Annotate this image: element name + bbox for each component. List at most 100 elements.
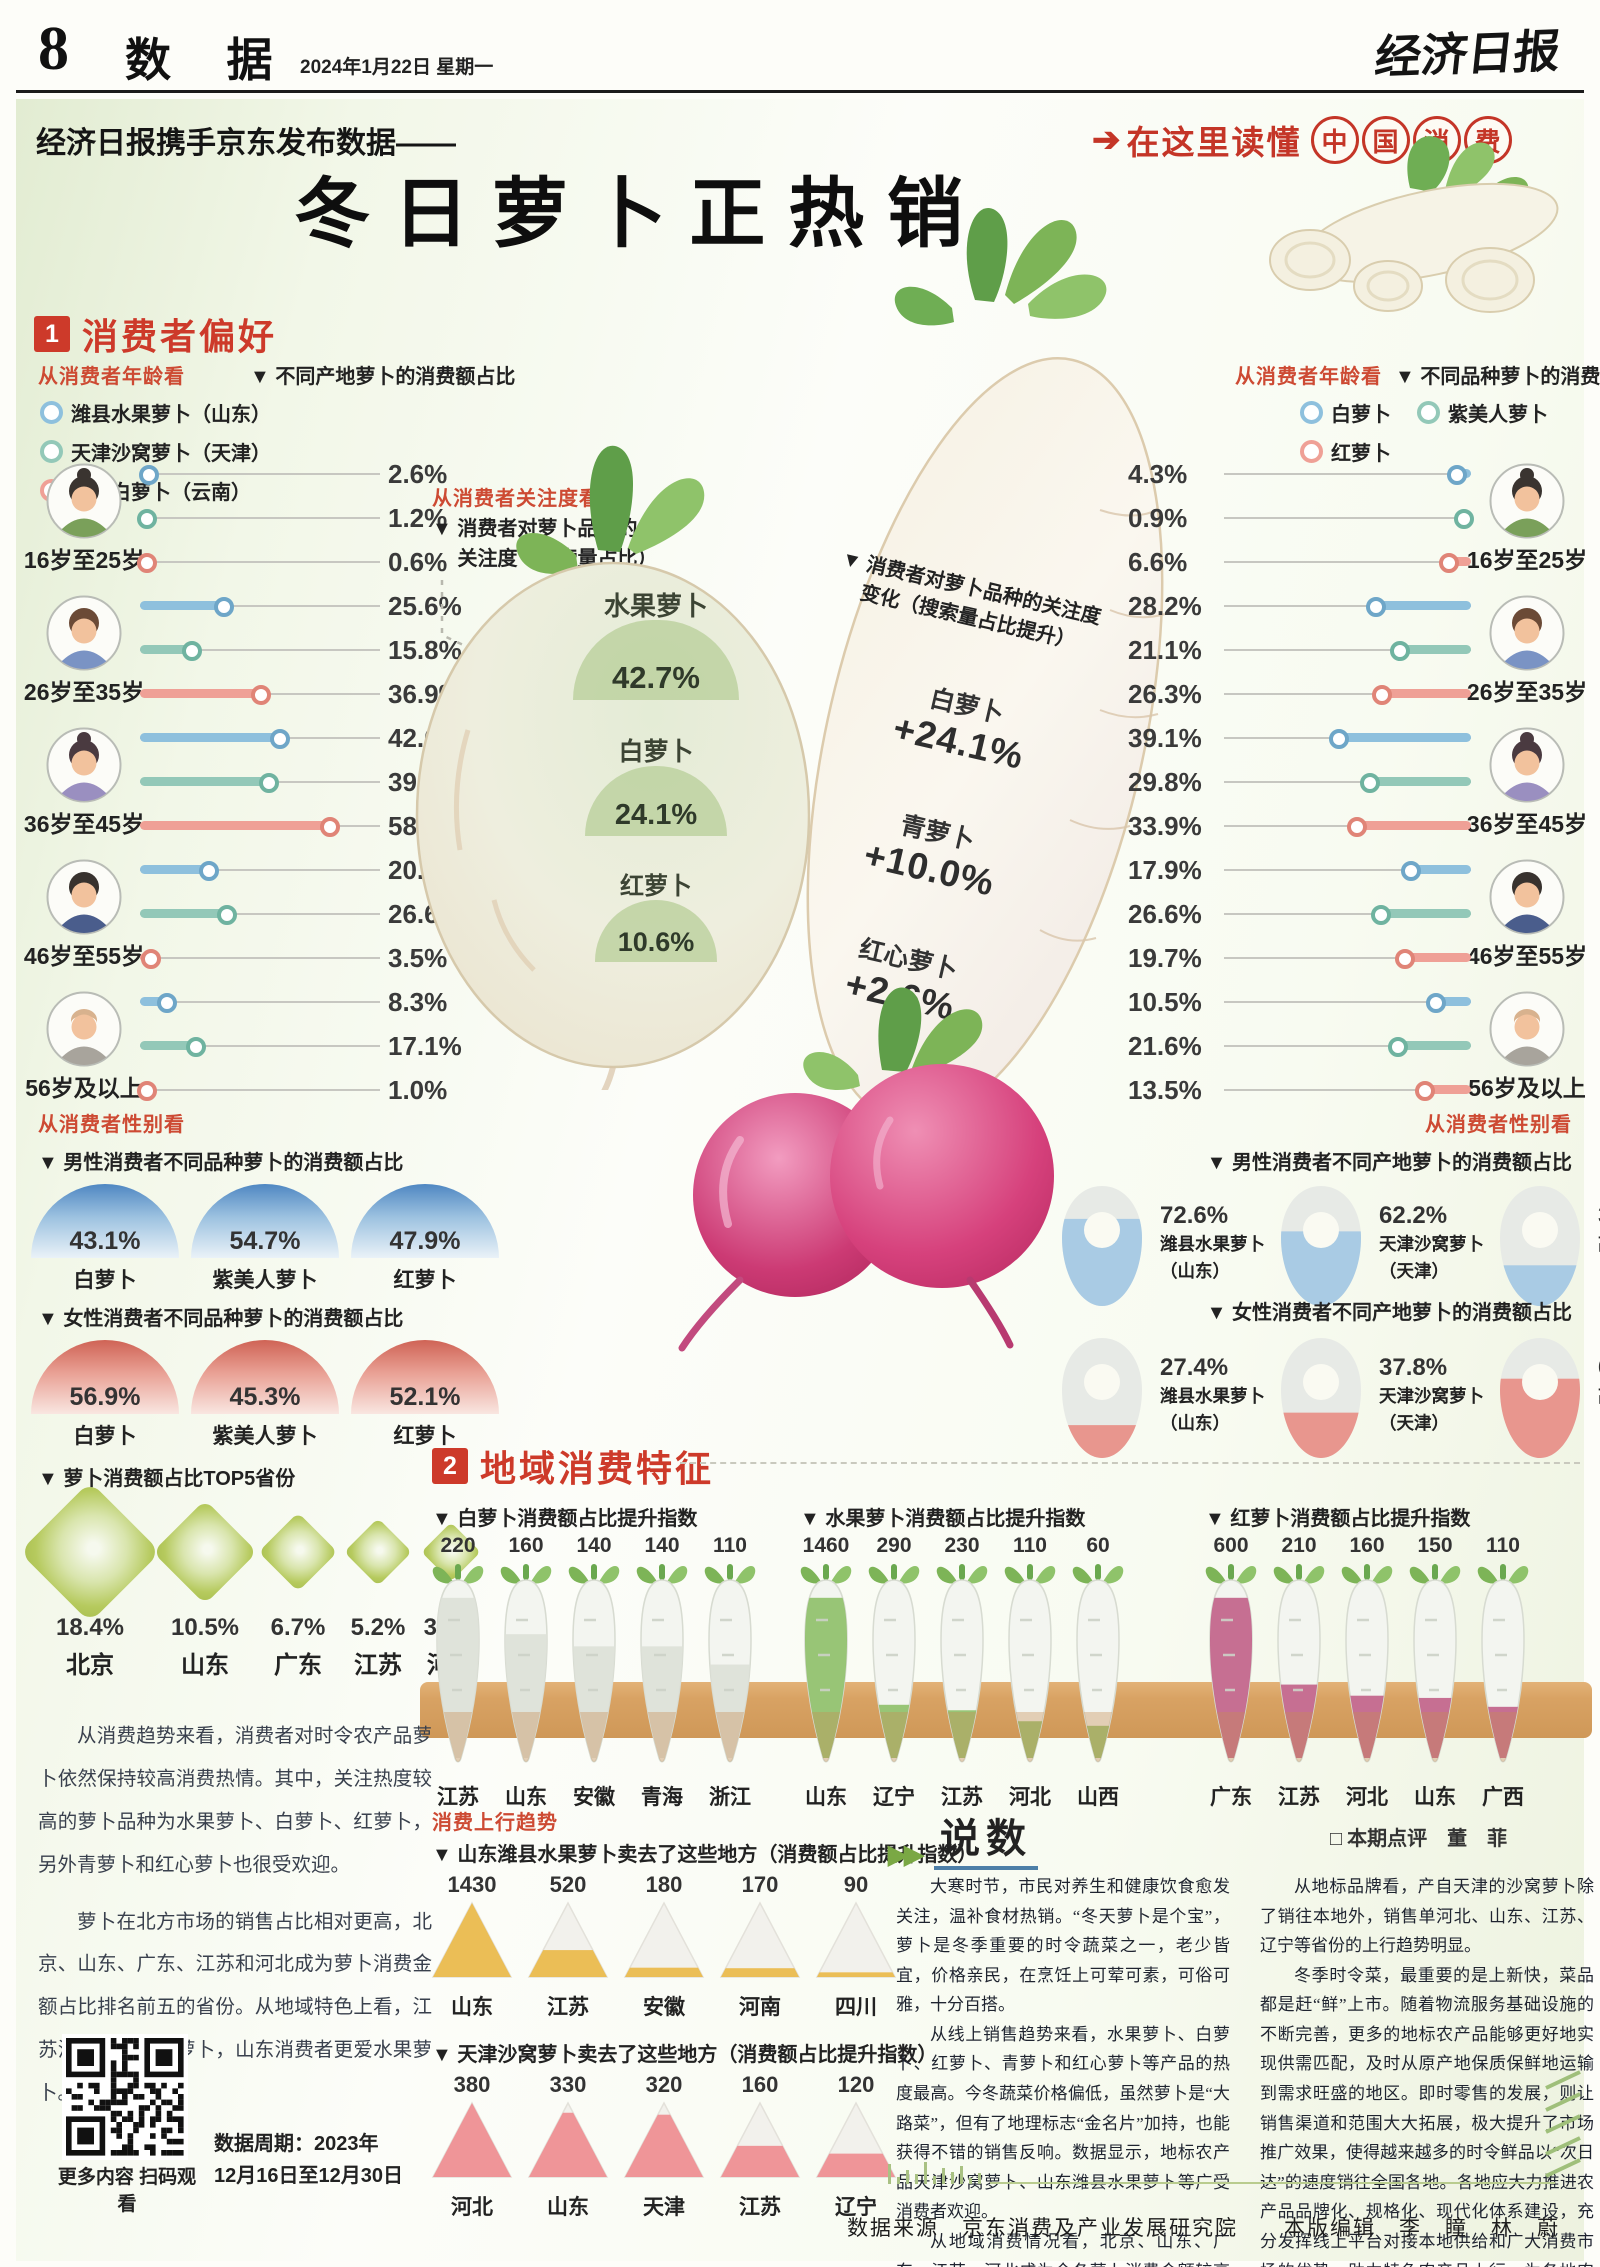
teardrop-origin: （天津） (1379, 1260, 1449, 1281)
triangle-label: 四川 (835, 1996, 877, 2019)
deco-bar (960, 2166, 963, 2184)
semicircle-value: 56.9% (69, 1383, 141, 1411)
deco-bar (906, 2170, 909, 2184)
legend-item: 红萝卜 (1300, 437, 1391, 466)
value-marker (198, 861, 219, 881)
semicircle: 54.7% (191, 1184, 339, 1258)
value-label: 21.6% (1128, 1031, 1202, 1061)
deco-bar (969, 2178, 972, 2184)
radish-bar-value: 140 (576, 1534, 612, 1557)
triangle-icon (814, 1900, 898, 1985)
left-age-header: ▼ 不同产地萝卜的消费额占比 (250, 366, 516, 388)
value-marker (1388, 1037, 1409, 1057)
radish-bar-icon (796, 1560, 856, 1775)
semicircle-chart: 56.9% 白萝卜 (30, 1340, 180, 1450)
legend-item: 天津沙窝萝卜（天津） (40, 437, 271, 466)
semicircle-chart: 47.9% 红萝卜 (350, 1184, 500, 1294)
age-label: 16岁至25岁 (1466, 546, 1588, 573)
radish-bar: 210 江苏 (1265, 1534, 1333, 1811)
value-row: 4.3% (1128, 452, 1471, 496)
value-lines (1224, 848, 1471, 892)
value-lines (138, 452, 380, 496)
teardrop-origin: （山东） (1160, 1412, 1230, 1433)
radish-bar: 290 辽宁 (860, 1534, 928, 1811)
avatar: 16岁至25岁 (24, 452, 144, 584)
data-period-line1: 数据周期：2023年 (214, 2133, 379, 2155)
triangle-value: 120 (837, 2072, 875, 2097)
value-lines (140, 892, 380, 936)
radish-bar-label: 山东 (805, 1786, 847, 1809)
value-lines (140, 716, 380, 760)
semicircle-value: 43.1% (69, 1227, 141, 1255)
value-track (1224, 1089, 1471, 1091)
value-marker (157, 993, 178, 1013)
triangle-item: 160 江苏 (712, 2072, 808, 2221)
teardrop-name: 高山白萝卜 (1598, 1233, 1600, 1257)
commentary-byline: □ 本期点评 董 菲 (1330, 1828, 1508, 1850)
teardrop-origin: （山东） (1160, 1260, 1230, 1281)
value-label: 1.2% (388, 503, 448, 533)
value-label: 26.3% (1128, 679, 1202, 709)
triangle-item: 380 河北 (424, 2072, 520, 2221)
radish-bar-value: 110 (1486, 1534, 1520, 1557)
radish-bar: 1460 山东 (792, 1534, 860, 1811)
radish-bar-label: 河北 (1346, 1786, 1388, 1809)
value-track (1224, 693, 1471, 695)
page-title: 冬日萝卜正热销 (294, 172, 986, 257)
age-group: 28.2% 21.1% 26.3% 26岁至35岁 (1128, 584, 1587, 716)
age-group: 16岁至25岁 2.6% 1.2% 0.6% (24, 452, 476, 584)
radish-bar-label: 山西 (1077, 1786, 1119, 1809)
age-label: 56岁及以上 (1468, 1074, 1586, 1101)
radish-bar: 110 河北 (996, 1534, 1064, 1811)
value-row: 1.0% (137, 1068, 476, 1112)
teardrop-icon (1271, 1332, 1371, 1469)
value-lines (140, 936, 380, 980)
section-2-header: 2 地域消费特征 (432, 1440, 714, 1492)
avatar: 36岁至45岁 (24, 716, 144, 848)
value-row: 26.3% (1128, 672, 1471, 716)
value-bar (1435, 997, 1471, 1006)
radish-bar-label: 辽宁 (873, 1786, 915, 1809)
age-rows: 2.6% 1.2% 0.6% (137, 452, 476, 584)
value-label: 0.9% (1128, 503, 1188, 533)
radish-bar-value: 110 (1013, 1534, 1047, 1557)
radish-bar-label: 江苏 (437, 1786, 479, 1809)
triangle-icon (430, 1900, 514, 1985)
section-1-title: 消费者偏好 (82, 316, 278, 357)
legend-ring-icon (1300, 440, 1323, 463)
avatar: 26岁至35岁 (24, 584, 144, 716)
age-label: 26岁至35岁 (1466, 678, 1588, 705)
value-marker (1372, 685, 1393, 705)
gender-left-male-sub: ▼ 男性消费者不同品种萝卜的消费额占比 (38, 1152, 404, 1174)
triangle-chart-1: 380 河北 330 山东 320 天津 160 江苏 120 辽宁 (424, 2072, 904, 2221)
radish-bar: 60 山西 (1064, 1534, 1132, 1811)
value-lines (1224, 496, 1474, 540)
triangle-value: 160 (741, 2072, 779, 2097)
teardrop-chart: 33.9% 高山白萝卜 （云南） (1490, 1180, 1600, 1317)
teardrop-origin: （天津） (1379, 1412, 1449, 1433)
deco-bar (951, 2172, 954, 2184)
value-bar (1375, 601, 1471, 610)
value-marker (320, 817, 341, 837)
value-track (1224, 869, 1471, 871)
value-row: 13.5% (1128, 1068, 1471, 1112)
top5-label: 江苏 (354, 1652, 402, 1679)
value-bar (1370, 777, 1471, 786)
value-track (140, 1045, 380, 1047)
triangle-icon (718, 2100, 802, 2185)
triangle-item: 120 辽宁 (808, 2072, 904, 2221)
commentary-col-2: 从地标品牌看，产自天津的沙窝萝卜除了销往本地外，销售单河北、山东、江苏、辽宁等省… (1260, 1872, 1594, 2267)
attention-item-label: 水果萝卜 (603, 591, 708, 621)
paragraph: 从地域消费情况看，北京、山东、广东、江苏、河北成为今冬萝卜消费金额较高的省份，辽… (896, 2231, 1230, 2267)
legend-label: 紫美人萝卜 (1448, 404, 1548, 426)
top5-value: 6.7% (270, 1614, 326, 1641)
triangle-item: 170 河南 (712, 1872, 808, 2021)
qr-code (62, 2034, 188, 2161)
value-label: 6.6% (1128, 547, 1188, 577)
value-track (1224, 781, 1471, 783)
value-lines (137, 496, 380, 540)
gender-right-title: 从消费者性别看 (1425, 1114, 1572, 1136)
value-label: 26.6% (1128, 899, 1202, 929)
top5-item: 10.5% 山东 (152, 1494, 258, 1680)
right-legend: 白萝卜 紫美人萝卜 红萝卜 (1300, 398, 1600, 466)
